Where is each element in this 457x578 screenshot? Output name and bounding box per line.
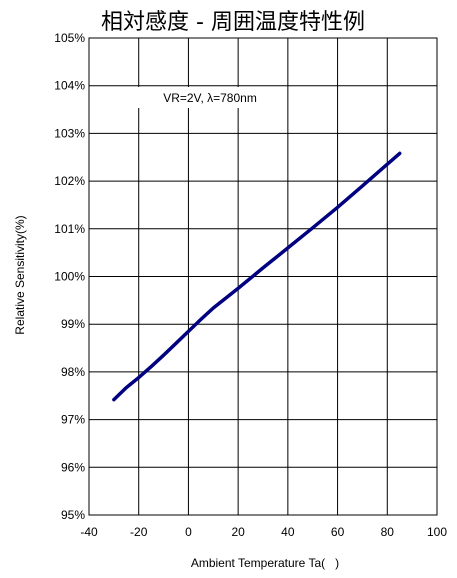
chart-title: 相対感度 - 周囲温度特性例 bbox=[101, 10, 365, 35]
y-tick-label: 101% bbox=[54, 222, 85, 236]
plot-frame bbox=[88, 37, 438, 516]
y-tick-label: 102% bbox=[54, 174, 85, 188]
series-line bbox=[112, 151, 402, 402]
y-tick-label: 104% bbox=[54, 79, 85, 93]
x-axis-label: Ambient Temperature Ta( ) bbox=[191, 556, 339, 570]
y-tick-label: 96% bbox=[61, 460, 85, 474]
annotation-text: VR=2V, λ=780nm bbox=[163, 91, 257, 105]
series-layer bbox=[112, 151, 402, 402]
x-tick-label: -20 bbox=[130, 525, 148, 539]
y-tick-label: 95% bbox=[61, 508, 85, 522]
y-tick-label: 98% bbox=[61, 365, 85, 379]
y-tick-label: 103% bbox=[54, 126, 85, 140]
x-tick-label: -40 bbox=[80, 525, 98, 539]
y-tick-labels: 95% 96% 97% 98% 99% 100% 101% 102% 103% 104% 105% bbox=[54, 31, 85, 522]
y-tick-label: 100% bbox=[54, 270, 85, 284]
annotation-background bbox=[134, 87, 286, 108]
x-tick-label: 60 bbox=[331, 525, 345, 539]
y-axis-label: Relative Sensitivity(%) bbox=[13, 215, 27, 334]
y-tick-label: 97% bbox=[61, 413, 85, 427]
x-tick-label: 40 bbox=[281, 525, 295, 539]
grid bbox=[88, 37, 438, 516]
x-tick-label: 20 bbox=[231, 525, 245, 539]
y-tick-label: 99% bbox=[61, 317, 85, 331]
x-tick-labels: -40 -20 0 20 40 60 80 100 bbox=[80, 525, 447, 539]
x-tick-label: 100 bbox=[427, 525, 447, 539]
x-tick-label: 0 bbox=[185, 525, 192, 539]
annotation-box: VR=2V, λ=780nm bbox=[134, 87, 286, 108]
y-tick-label: 105% bbox=[54, 31, 85, 45]
x-tick-label: 80 bbox=[381, 525, 395, 539]
